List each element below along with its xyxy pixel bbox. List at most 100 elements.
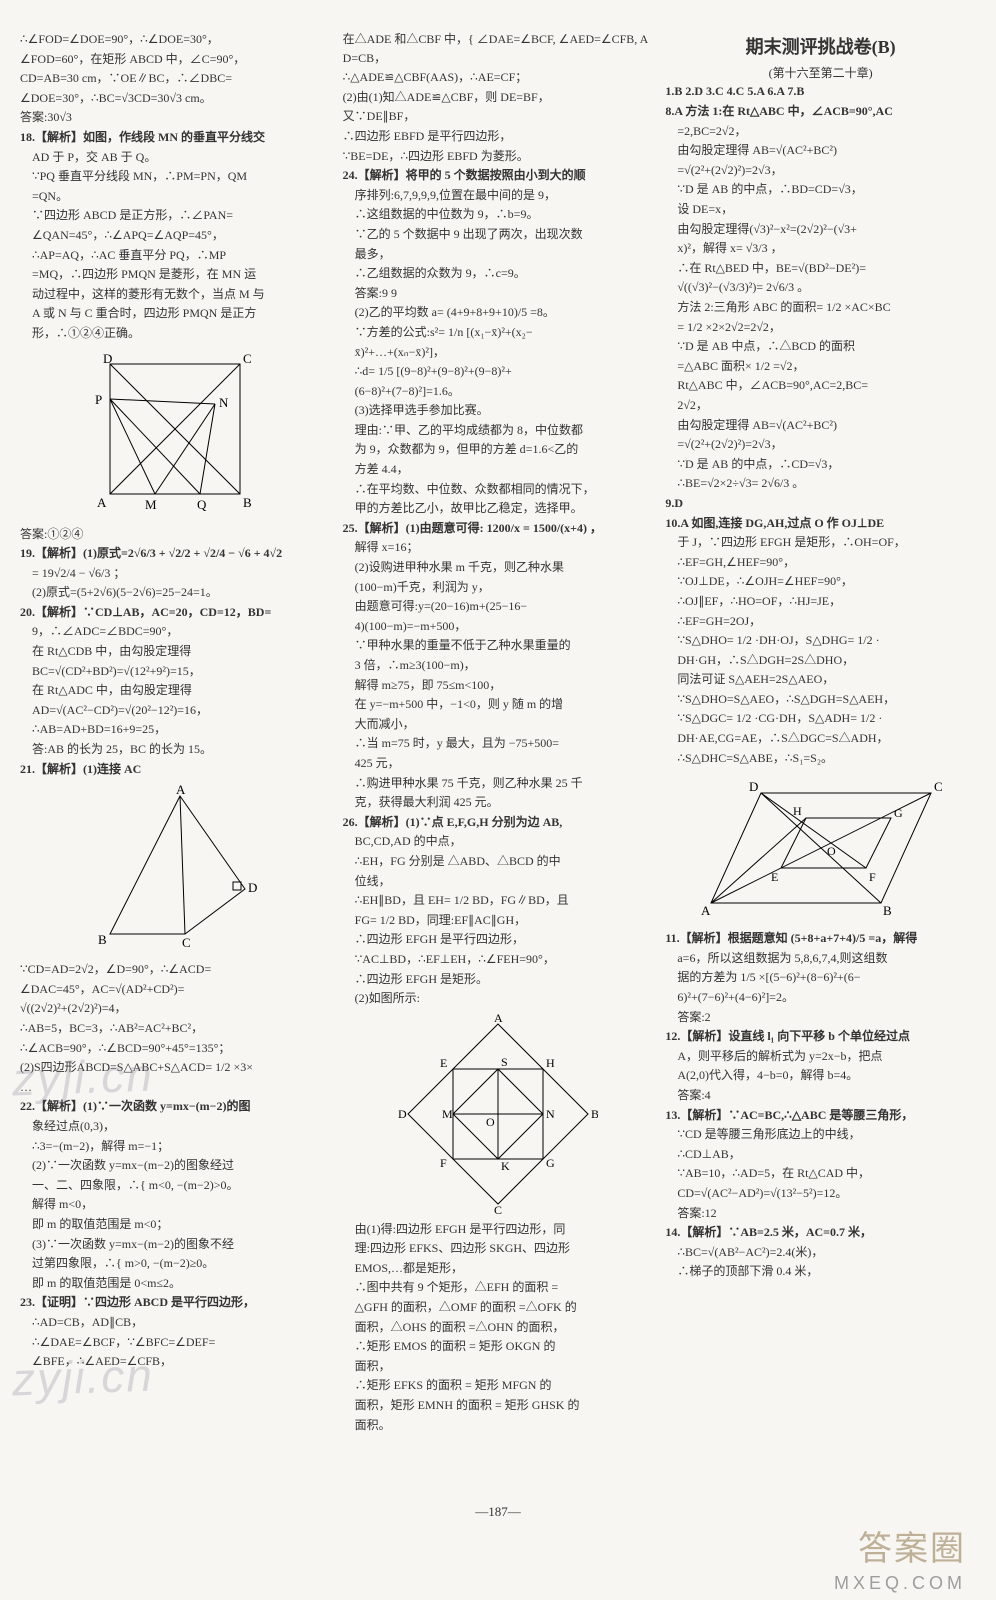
text-line: ∴△ADE≌△CBF(AAS)，∴AE=CF；	[343, 68, 654, 87]
column-left: ∴∠FOD=∠DOE=90°，∴∠DOE=30°， ∠FOD=60°，在矩形 A…	[20, 30, 331, 1435]
exam-title: 期末测评挑战卷(B)	[665, 34, 976, 62]
svg-text:G: G	[546, 1156, 555, 1170]
text-line: ∴EF=GH=2OJ，	[665, 612, 976, 631]
text-line: x)²，解得 x= √3/3 ，	[665, 239, 976, 258]
svg-text:A: A	[97, 495, 107, 510]
text-line: 425 元，	[343, 754, 654, 773]
text-line: ∴BC=√(AB²−AC²)=2.4(米)，	[665, 1243, 976, 1262]
svg-text:H: H	[546, 1056, 555, 1070]
svg-text:D: D	[749, 779, 758, 794]
text-line: ∵四边形 ABCD 是正方形，∴∠PAN=	[20, 206, 331, 225]
text-line: ∵方差的公式:s²= 1/n [(x₁−x̄)²+(x₂−	[343, 323, 654, 342]
text-line: ∴AB=5，BC=3，∴AB²=AC²+BC²，	[20, 1019, 331, 1038]
text-line: 答:AB 的长为 25，BC 的长为 15。	[20, 740, 331, 759]
column-right: 期末测评挑战卷(B) (第十六至第二十章) 1.B 2.D 3.C 4.C 5.…	[665, 30, 976, 1435]
text-line: = 1/2 ×2×2√2=2√2，	[665, 318, 976, 337]
text-line: 答案:4	[665, 1086, 976, 1105]
text-line: ∵S△DHO= 1/2 ·DH·OJ，S△DHG= 1/2 ·	[665, 631, 976, 650]
text-line: ∴OJ∥EF，∴HO=OF，∴HJ=JE，	[665, 592, 976, 611]
text-line: ∴EH∥BD，且 EH= 1/2 BD，FG∥BD，且	[343, 891, 654, 910]
text-line: AD=√(AC²−CD²)=√(20²−12²)=16，	[20, 701, 331, 720]
text-line: 答案:2	[665, 1008, 976, 1027]
text-line: (100−m)千克，利润为 y，	[343, 578, 654, 597]
text-line: ∵D 是 AB 中点，∴△BCD 的面积	[665, 337, 976, 356]
column-mid: 在△ADE 和△CBF 中，{ ∠DAE=∠BCF, ∠AED=∠CFB, AD…	[343, 30, 654, 1435]
text-line: 由勾股定理得 AB=√(AC²+BC²)	[665, 416, 976, 435]
text-line: ∵AC⊥BD，∴EF⊥EH，∴∠FEH=90°，	[343, 950, 654, 969]
item-21: 21.【解析】(1)连接 AC	[20, 760, 331, 779]
text-line: DH·AE,CG=AE，∴S△DGC=S△ADH，	[665, 729, 976, 748]
text-line: 3 倍，∴m≥3(100−m)，	[343, 656, 654, 675]
text-line: 解得 m≥75，即 75≤m<100，	[343, 676, 654, 695]
text-line: 在 y=−m+500 中，−1<0，则 y 随 m 的增	[343, 695, 654, 714]
svg-text:S: S	[501, 1055, 508, 1069]
svg-text:C: C	[182, 935, 191, 950]
text-line: ∠QAN=45°，∴∠APQ=∠AQP=45°，	[20, 226, 331, 245]
text-line: 面积，	[343, 1357, 654, 1376]
item-8: 8.A 方法 1:在 Rt△ABC 中，∠ACB=90°,AC	[665, 102, 976, 121]
text-line: 克，获得最大利润 425 元。	[343, 793, 654, 812]
text-line: ∵CD=AD=2√2，∠D=90°，∴∠ACD=	[20, 960, 331, 979]
text-line: 在 Rt△CDB 中，由勾股定理得	[20, 642, 331, 661]
text-line: ∵D 是 AB 的中点，∴BD=CD=√3，	[665, 180, 976, 199]
text-line: 答案:12	[665, 1204, 976, 1223]
svg-text:A: A	[494, 1014, 503, 1025]
item-13: 13.【解析】∵AC=BC,∴△ABC 是等腰三角形，	[665, 1106, 976, 1125]
text-line: …	[20, 1078, 331, 1097]
svg-text:H: H	[793, 804, 802, 818]
answers-row: 1.B 2.D 3.C 4.C 5.A 6.A 7.B	[665, 82, 976, 101]
text-line: 答案:①②④	[20, 525, 331, 544]
text-line: 9，∴∠ADC=∠BDC=90°，	[20, 622, 331, 641]
text-line: ∴BE=√2×2÷√3= 2√6/3 。	[665, 474, 976, 493]
svg-text:M: M	[442, 1107, 453, 1121]
text-line: =MQ，∴四边形 PMQN 是菱形，在 MN 运	[20, 265, 331, 284]
svg-text:D: D	[398, 1107, 407, 1121]
figure-triangle-abcd: A B C D	[90, 784, 260, 954]
text-line: 序排列:6,7,9,9,9,位置在最中间的是 9，	[343, 186, 654, 205]
svg-text:G: G	[894, 806, 903, 820]
svg-text:B: B	[883, 903, 892, 918]
svg-text:C: C	[494, 1203, 502, 1214]
text-line: 据的方差为 1/5 ×[(5−6)²+(8−6)²+(6−	[665, 968, 976, 987]
text-line: 面积，△OHS 的面积 =△OHN 的面积，	[343, 1318, 654, 1337]
text-line: (3)选择甲选手参加比赛。	[343, 401, 654, 420]
figure-nested-squares: A B C D E H F G S M N O K	[398, 1014, 598, 1214]
text-line: ∵乙的 5 个数据中 9 出现了两次，出现次数	[343, 225, 654, 244]
svg-text:F: F	[440, 1156, 447, 1170]
svg-text:O: O	[486, 1115, 495, 1129]
svg-text:A: A	[701, 903, 711, 918]
svg-text:A: A	[176, 784, 186, 797]
text-line: 大而减小，	[343, 715, 654, 734]
text-line: 为 9，众数都为 9，但甲的方差 d=1.6<乙的	[343, 440, 654, 459]
text-line: 同法可证 S△AEH=2S△AEO，	[665, 670, 976, 689]
text-line: CD=√(AC²−AD²)=√(13²−5²)=12。	[665, 1184, 976, 1203]
text-line: ∵S△DHO=S△AEO，∴S△DGH=S△AEH，	[665, 690, 976, 709]
watermark-mxeq: MXEQ.COM	[834, 1573, 966, 1594]
text-line: ∵CD 是等腰三角形底边上的中线，	[665, 1125, 976, 1144]
text-line: ∴AP=AQ，∴AC 垂直平分 PQ，∴MP	[20, 246, 331, 265]
text-line: BC=√(CD²+BD²)=√(12²+9²)=15，	[20, 662, 331, 681]
text-line: ∵BE=DE，∴四边形 EBFD 为菱形。	[343, 147, 654, 166]
svg-text:C: C	[934, 779, 943, 794]
text-line: 解得 x=16；	[343, 538, 654, 557]
svg-text:E: E	[440, 1056, 447, 1070]
page-number: —187—	[475, 1504, 521, 1520]
text-line: CD=AB=30 cm，∵OE∥BC，∴∠DBC=	[20, 69, 331, 88]
text-line: (2)设购进甲种水果 m 千克，则乙种水果	[343, 558, 654, 577]
text-line: √((2√2)²+(2√2)²)=4，	[20, 999, 331, 1018]
svg-text:P: P	[95, 392, 102, 407]
figure-parallelogram: A B C D E F G H O	[691, 773, 951, 923]
text-line: ∴AB=AD+BD=16+9=25，	[20, 720, 331, 739]
text-line: 设 DE=x，	[665, 200, 976, 219]
text-line: Rt△ABC 中，∠ACB=90°,AC=2,BC=	[665, 376, 976, 395]
text-line: ∵PQ 垂直平分线段 MN，∴PM=PN，QM	[20, 167, 331, 186]
item-26: 26.【解析】(1)∵点 E,F,G,H 分别为边 AB,	[343, 813, 654, 832]
svg-text:N: N	[546, 1107, 555, 1121]
text-line: 一、二、四象限，∴{ m<0, −(m−2)>0。	[20, 1176, 331, 1195]
text-line: ∴乙组数据的众数为 9，∴c=9。	[343, 264, 654, 283]
item-24: 24.【解析】将甲的 5 个数据按照由小到大的顺	[343, 166, 654, 185]
text-line: BC,CD,AD 的中点，	[343, 832, 654, 851]
text-line: 方法 2:三角形 ABC 的面积= 1/2 ×AC×BC	[665, 298, 976, 317]
svg-text:M: M	[145, 497, 157, 512]
item-25: 25.【解析】(1)由题意可得: 1200/x = 1500/(x+4) ，	[343, 519, 654, 538]
